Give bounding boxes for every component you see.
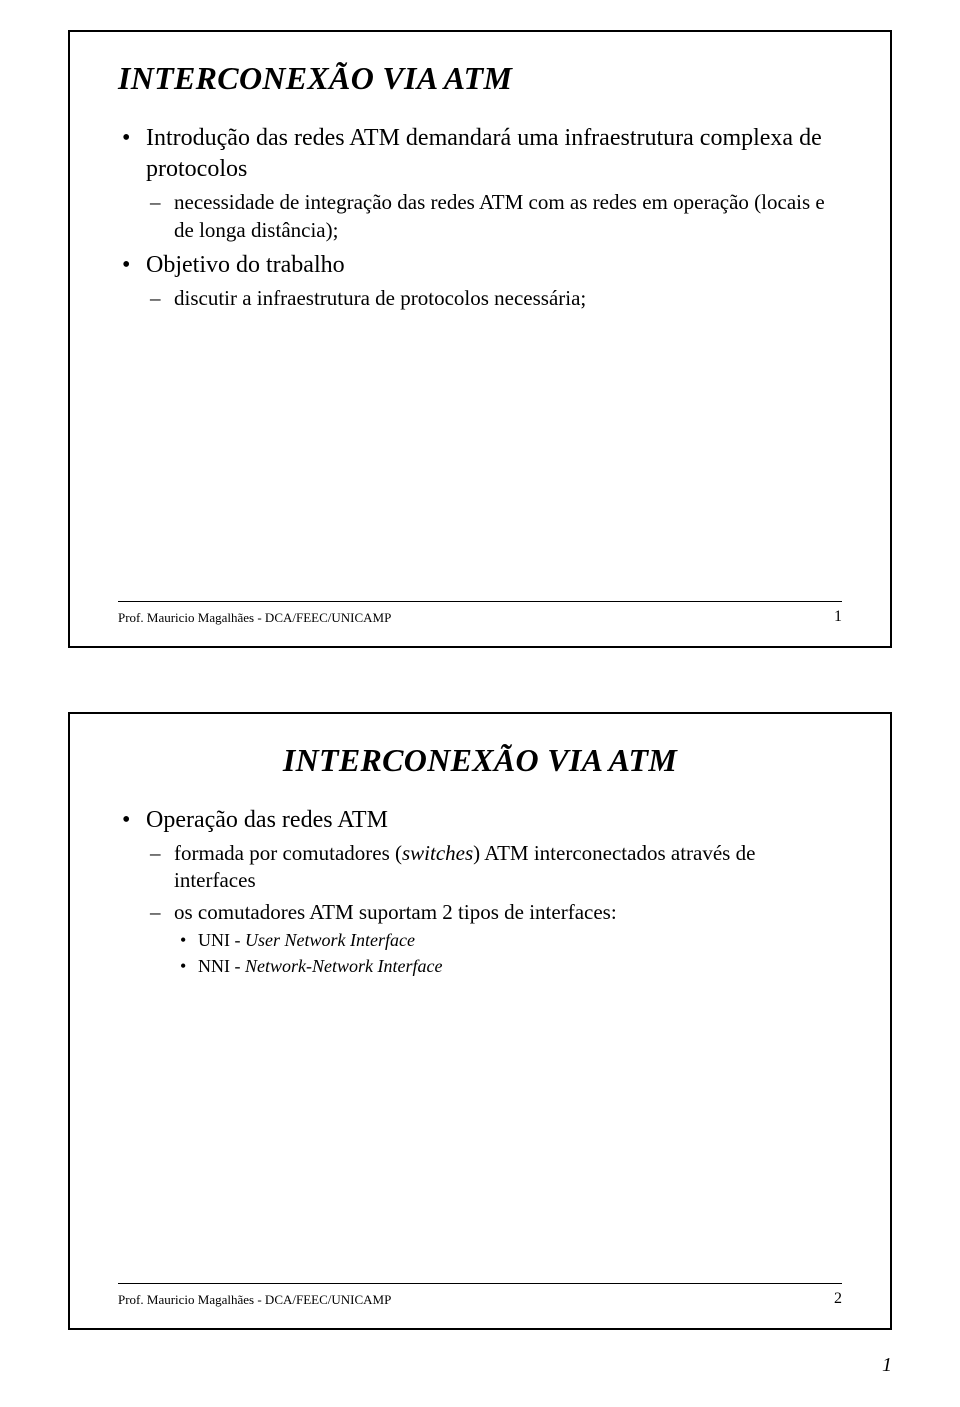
slide-2-bullet-1-1: formada por comutadores (switches) ATM i…: [146, 840, 842, 895]
slide-1-bullet-1: Introdução das redes ATM demandará uma i…: [118, 123, 842, 244]
slide-1-bullet-2: Objetivo do trabalho discutir a infraest…: [118, 250, 842, 312]
slide-2-bullet-1-2-text: os comutadores ATM suportam 2 tipos de i…: [174, 900, 617, 924]
slide-2-title: INTERCONEXÃO VIA ATM: [118, 742, 842, 779]
slide-1-bullet-2-1: discutir a infraestrutura de protocolos …: [146, 285, 842, 312]
slide-1-footer-text: Prof. Mauricio Magalhães - DCA/FEEC/UNIC…: [118, 610, 391, 626]
slide-2-b1-2-a-pre: UNI -: [198, 930, 245, 950]
slide-1-body: Introdução das redes ATM demandará uma i…: [118, 123, 842, 312]
slide-2-bullet-1-2-a: UNI - User Network Interface: [174, 928, 842, 952]
slide-2-b1-1-em: switches: [402, 841, 473, 865]
slide-2-b1-2-b-pre: NNI -: [198, 956, 245, 976]
slide-2-footer-text: Prof. Mauricio Magalhães - DCA/FEEC/UNIC…: [118, 1292, 391, 1308]
slide-2-number: 2: [834, 1290, 842, 1308]
slide-2-bullet-1: Operação das redes ATM formada por comut…: [118, 805, 842, 979]
slide-2-b1-1-pre: formada por comutadores (: [174, 841, 402, 865]
slide-2-b1-2-b-em: Network-Network Interface: [245, 956, 442, 976]
slide-2-bullet-1-2-b: NNI - Network-Network Interface: [174, 954, 842, 978]
slide-1-bullet-2-1-text: discutir a infraestrutura de protocolos …: [174, 286, 586, 310]
slide-2-body: Operação das redes ATM formada por comut…: [118, 805, 842, 979]
slide-1-bullet-1-1-text: necessidade de integração das redes ATM …: [174, 190, 825, 241]
slide-2-bullet-1-text: Operação das redes ATM: [146, 807, 388, 833]
slide-1-bullet-1-text: Introdução das redes ATM demandará uma i…: [146, 125, 822, 182]
slide-2-bullet-1-sub: formada por comutadores (switches) ATM i…: [146, 840, 842, 978]
slide-1-bullet-1-1: necessidade de integração das redes ATM …: [146, 189, 842, 244]
slide-1-footer-rule: [118, 601, 842, 602]
slide-1-number: 1: [834, 608, 842, 626]
slide-1-bullet-2-text: Objetivo do trabalho: [146, 252, 345, 278]
slide-2-b1-2-a-em: User Network Interface: [245, 930, 415, 950]
page: INTERCONEXÃO VIA ATM Introdução das rede…: [0, 0, 960, 1407]
page-number: 1: [882, 1354, 892, 1377]
slide-2-bullet-1-2-sub: UNI - User Network Interface NNI - Netwo…: [174, 928, 842, 979]
slide-1-bullet-1-sub: necessidade de integração das redes ATM …: [146, 189, 842, 244]
slide-1-bullet-2-sub: discutir a infraestrutura de protocolos …: [146, 285, 842, 312]
slide-2-bullet-1-2: os comutadores ATM suportam 2 tipos de i…: [146, 899, 842, 979]
slide-1: INTERCONEXÃO VIA ATM Introdução das rede…: [68, 30, 892, 648]
slide-2: INTERCONEXÃO VIA ATM Operação das redes …: [68, 712, 892, 1330]
slide-2-footer-rule: [118, 1283, 842, 1284]
slide-1-title: INTERCONEXÃO VIA ATM: [118, 60, 842, 97]
